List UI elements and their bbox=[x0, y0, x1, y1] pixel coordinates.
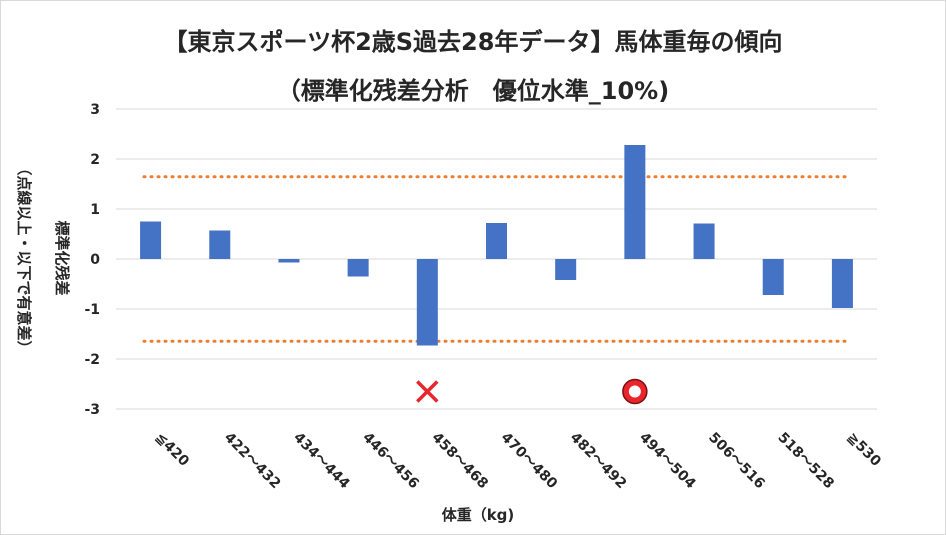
bar bbox=[762, 259, 784, 295]
x-tick-label: 446～456 bbox=[359, 430, 422, 493]
y-tick-label: 0 bbox=[90, 252, 100, 268]
markers bbox=[416, 378, 648, 405]
bar bbox=[624, 145, 646, 259]
x-tick-label: 422～432 bbox=[221, 430, 284, 493]
x-tick-label: 518～528 bbox=[774, 430, 837, 493]
x-tick-label: 482～492 bbox=[567, 430, 630, 493]
x-axis-label: 体重（kg) bbox=[442, 506, 515, 524]
x-tick-label: ≧530 bbox=[844, 430, 884, 470]
x-tick-labels: ≦420 422～432 434～444 446～456 458～468 470～480 4… bbox=[152, 430, 884, 493]
y-tick-label: -1 bbox=[84, 302, 100, 318]
x-tick-label: 494～504 bbox=[636, 430, 699, 493]
y-tick-label: -3 bbox=[84, 402, 100, 418]
y-axis-label: 標準化残差 bbox=[53, 220, 71, 295]
y-tick-label: 2 bbox=[90, 152, 100, 168]
bar bbox=[140, 221, 162, 259]
x-tick-label: 458～468 bbox=[428, 430, 491, 493]
circle-marker bbox=[622, 378, 648, 405]
y-tick-label: 1 bbox=[90, 202, 100, 218]
x-tick-label: 506～516 bbox=[705, 430, 768, 493]
bar bbox=[555, 259, 577, 280]
y-tick-label: 3 bbox=[90, 102, 100, 118]
y-tick-label: -2 bbox=[84, 352, 100, 368]
circle-inner bbox=[628, 385, 641, 398]
x-tick-label: 470～480 bbox=[498, 430, 561, 493]
cross-stroke bbox=[416, 380, 439, 403]
bars bbox=[140, 145, 853, 346]
y-tick-labels: 3 2 1 0 -1 -2 -3 bbox=[84, 102, 100, 418]
chart-title: 【東京スポーツ杯2歳S過去28年データ】馬体重毎の傾向 bbox=[163, 28, 783, 56]
x-tick-label: 434～444 bbox=[290, 430, 353, 493]
bar bbox=[347, 259, 369, 277]
cross-marker bbox=[416, 380, 439, 403]
x-tick-label: ≦420 bbox=[152, 430, 192, 470]
bar bbox=[278, 259, 300, 263]
bar bbox=[693, 223, 715, 259]
bar bbox=[209, 230, 231, 259]
bar bbox=[831, 259, 853, 308]
y-axis-sublabel: （点線以上・以下で有意差） bbox=[15, 160, 33, 355]
bar bbox=[416, 259, 438, 346]
chart-subtitle: （標準化残差分析 優位水準_10%) bbox=[276, 77, 670, 105]
bar bbox=[486, 223, 507, 259]
threshold-lines bbox=[142, 175, 851, 343]
